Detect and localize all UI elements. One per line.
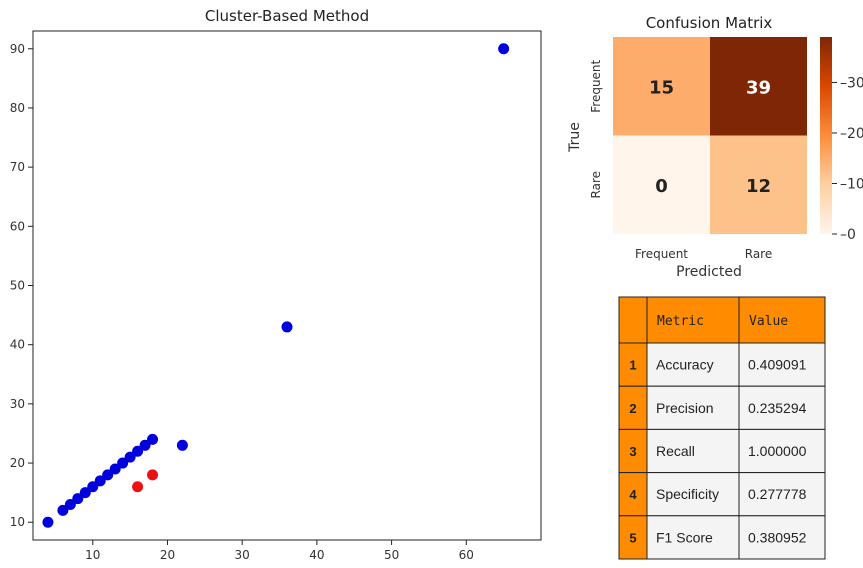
table-header-cell [618, 296, 648, 344]
heatmap-cell-value: 12 [746, 176, 771, 197]
y-tick-label: 70 [10, 160, 25, 174]
table-index: 5 [629, 530, 636, 545]
heatmap-row-label: Rare [589, 171, 603, 198]
x-tick-label: 60 [459, 548, 474, 562]
heatmap-cell-value: 15 [649, 77, 674, 98]
table-cell [646, 385, 740, 430]
y-tick-label: 90 [10, 42, 25, 56]
metric-value: 0.235294 [748, 400, 807, 416]
scatter-chart: Cluster-Based Method 10 20 30 40 50 60 10 20 30… [10, 7, 542, 562]
metric-name: Specificity [656, 486, 719, 502]
heatmap-col-label: Rare [745, 247, 772, 261]
scatter-point-blue [147, 433, 159, 445]
heatmap-cell [613, 135, 710, 234]
table-cell [646, 342, 740, 387]
x-tick-label: 20 [160, 548, 175, 562]
heatmap-cells: 15 39 0 12 [613, 37, 807, 234]
scatter-point-blue [57, 504, 69, 516]
colorbar-tick-label: –20 [840, 126, 863, 142]
heatmap-row-label: Frequent [589, 59, 603, 112]
table-index-cell [618, 515, 648, 560]
metric-name: Recall [656, 443, 695, 459]
confusion-matrix: Confusion Matrix 15 390 12 Frequent RareFre… [567, 14, 863, 280]
table-cell [738, 385, 826, 430]
table-header-label: Value [749, 314, 788, 329]
table-header-label: Metric [657, 314, 704, 329]
scatter-point-blue [281, 321, 293, 333]
table-cell [738, 342, 826, 387]
table-index-cell [618, 342, 648, 387]
y-tick-label: 20 [10, 456, 25, 470]
scatter-point-blue [87, 481, 99, 493]
heatmap-cell [710, 135, 807, 234]
colorbar-tick-label: –10 [840, 176, 863, 192]
heatmap-cell [613, 37, 710, 136]
y-tick-label: 40 [10, 338, 25, 352]
scatter-point-blue [79, 487, 91, 499]
scatter-point-blue [109, 463, 121, 475]
heatmap-cell [710, 37, 807, 136]
y-tick-label: 50 [10, 279, 25, 293]
table-cell [738, 428, 826, 474]
scatter-y-axis: 10 20 30 40 50 60 70 80 90 [10, 42, 33, 529]
scatter-point-blue [72, 493, 84, 505]
metric-value: 0.277778 [748, 486, 807, 502]
x-tick-label: 40 [309, 548, 324, 562]
scatter-point-blue [64, 498, 76, 510]
metric-value: 1.000000 [748, 443, 807, 459]
metrics-table: Metric Value 1 Accuracy 0.409091 2 Precision 0.… [618, 296, 826, 560]
scatter-point-blue [124, 451, 136, 463]
heatmap-cell-value: 0 [655, 176, 668, 197]
colorbar-ticks: –0 –10 –20 –30 [832, 75, 863, 243]
table-index: 2 [629, 401, 636, 416]
table-index: 1 [629, 358, 636, 373]
table-cell [738, 515, 826, 560]
heatmap-title: Confusion Matrix [646, 14, 773, 32]
x-tick-label: 30 [235, 548, 250, 562]
scatter-point-blue [102, 469, 114, 481]
x-tick-label: 50 [384, 548, 399, 562]
y-tick-label: 10 [10, 515, 25, 529]
heatmap-xlabel: Predicted [676, 264, 742, 280]
table-header-cell [646, 296, 740, 344]
x-tick-label: 10 [85, 548, 100, 562]
colorbar-tick-label: –30 [840, 75, 863, 91]
metric-name: Accuracy [656, 357, 714, 373]
y-tick-label: 60 [10, 219, 25, 233]
metric-name: Precision [656, 400, 714, 416]
table-index: 4 [629, 487, 637, 502]
y-tick-label: 30 [10, 397, 25, 411]
scatter-point-blue [117, 457, 129, 469]
scatter-title: Cluster-Based Method [205, 7, 369, 25]
table-header-cell [738, 296, 826, 344]
scatter-point-blue [132, 445, 144, 457]
scatter-point-red [132, 481, 144, 493]
scatter-points [42, 43, 510, 528]
scatter-point-red [147, 469, 159, 481]
table-cell [646, 472, 740, 517]
colorbar-tick-label: –0 [840, 227, 856, 243]
heatmap-col-label: Frequent [635, 247, 688, 261]
scatter-x-axis: 10 20 30 40 50 60 [85, 540, 474, 562]
colorbar [820, 37, 832, 234]
scatter-point-blue [139, 439, 151, 451]
scatter-point-blue [498, 43, 510, 55]
y-tick-label: 80 [10, 101, 25, 115]
metric-value: 0.380952 [748, 529, 807, 545]
table-index: 3 [629, 444, 636, 459]
heatmap-cell-value: 39 [746, 77, 771, 98]
table-cell [738, 472, 826, 517]
scatter-point-blue [42, 516, 54, 528]
table-index-cell [618, 385, 648, 430]
scatter-point-blue [176, 439, 188, 451]
scatter-point-blue [94, 475, 106, 487]
metric-value: 0.409091 [748, 357, 807, 373]
heatmap-labels: Frequent Rare Frequent Rare [589, 59, 772, 261]
heatmap-ylabel: True [567, 122, 583, 153]
metric-name: F1 Score [656, 529, 713, 545]
scatter-plot-frame [32, 30, 542, 541]
